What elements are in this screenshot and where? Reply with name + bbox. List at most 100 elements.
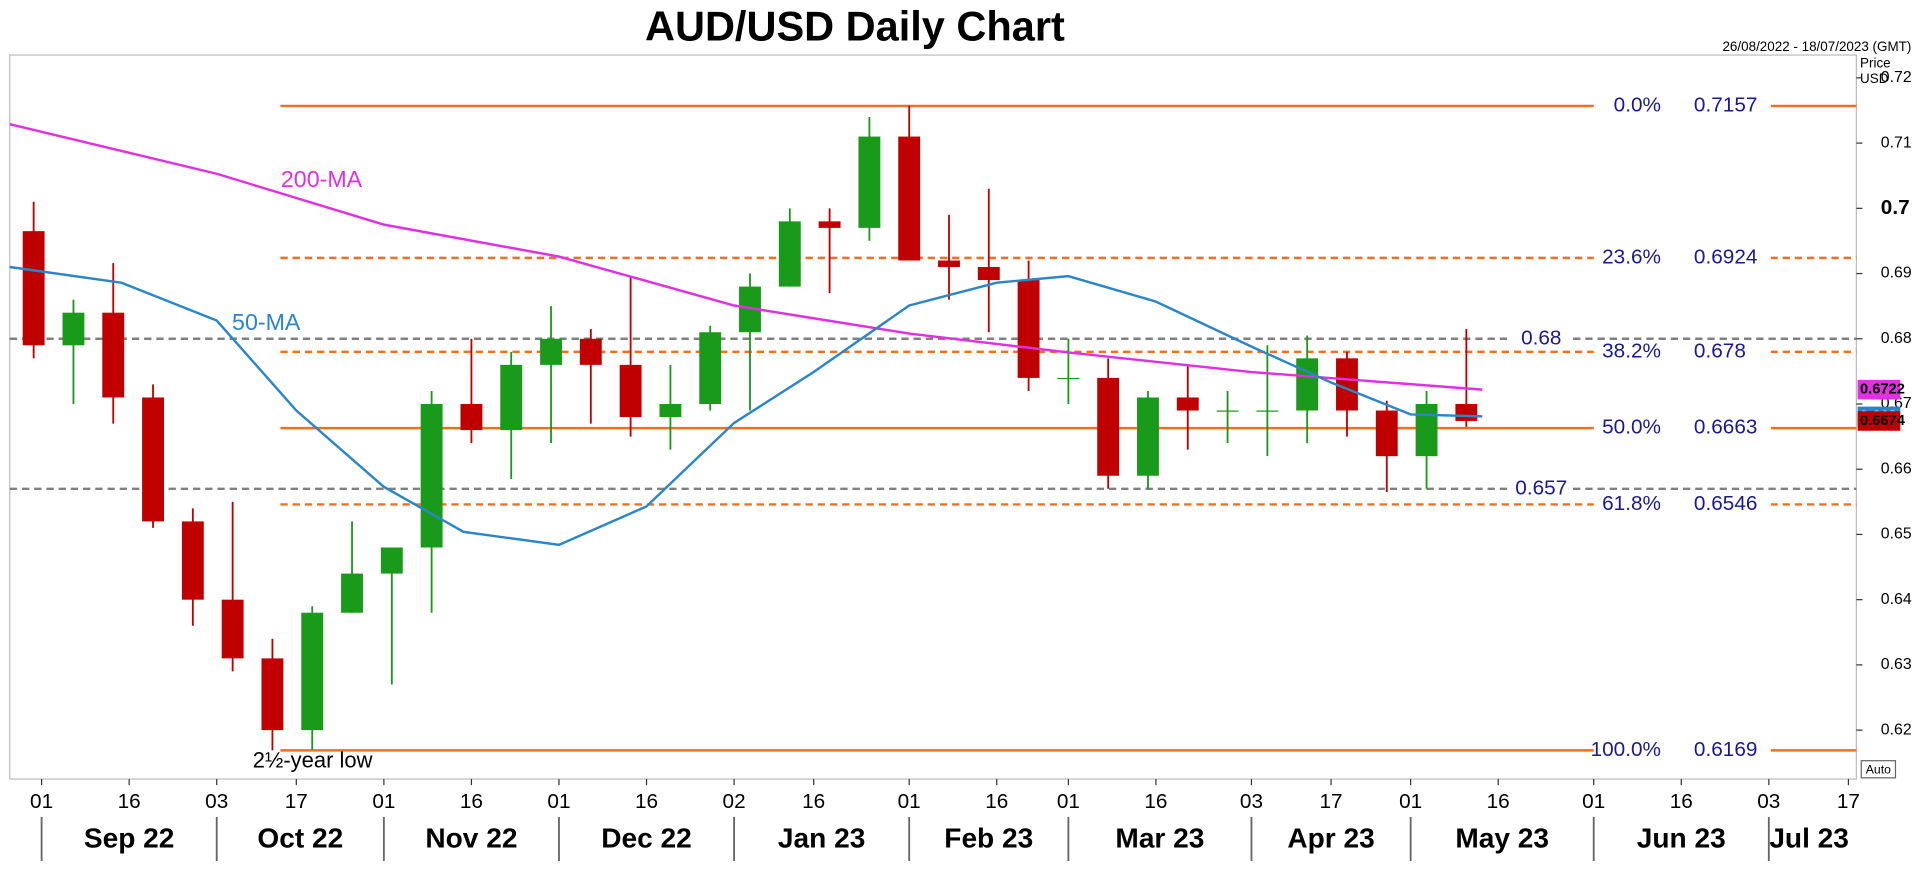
chart-content: 0.620.630.640.650.660.670.680.690.70.710… — [9, 69, 1912, 861]
marker-label: 0.68 — [1521, 326, 1561, 349]
candle-body — [22, 231, 45, 346]
fib-label-bg — [1593, 246, 1771, 269]
candle-body — [858, 136, 881, 228]
fib-pct: 38.2% — [1602, 339, 1661, 362]
candle-body — [540, 338, 562, 365]
y-tick-label: 0.63 — [1881, 656, 1912, 673]
chart-title: AUD/USD Daily Chart — [645, 2, 1065, 49]
month-label: Dec 22 — [601, 823, 692, 854]
price-tag — [1857, 379, 1901, 400]
fib-value: 0.678 — [1694, 339, 1746, 362]
x-tick-label: 01 — [1582, 790, 1605, 813]
ma-label: 200-MA — [281, 166, 363, 192]
candle-body — [898, 136, 921, 261]
x-tick-label: 01 — [372, 790, 395, 813]
x-tick-label: 17 — [1837, 790, 1860, 813]
candle-body — [659, 403, 682, 418]
y-tick-label: 0.64 — [1881, 591, 1912, 608]
y-tick-label: 0.68 — [1881, 330, 1912, 347]
y-tick-label: 0.65 — [1881, 526, 1912, 543]
fib-pct: 61.8% — [1602, 492, 1661, 515]
candle-body — [778, 221, 801, 287]
x-tick-label: 02 — [723, 790, 746, 813]
candle-body — [938, 260, 960, 268]
month-label: Jan 23 — [778, 823, 865, 854]
y-tick-label: 0.66 — [1881, 460, 1912, 477]
x-tick-label: 03 — [205, 790, 228, 813]
x-tick-label: 16 — [118, 790, 141, 813]
candle-body — [1256, 410, 1279, 412]
candle-body — [1336, 358, 1358, 411]
month-label: Oct 22 — [257, 823, 343, 854]
annotation: 2½-year low — [253, 748, 373, 773]
candle-body — [619, 364, 642, 418]
x-tick-label: 17 — [285, 790, 308, 813]
x-tick-label: 16 — [1670, 790, 1693, 813]
month-label: Mar 23 — [1115, 823, 1204, 854]
x-tick-label: 01 — [1057, 790, 1080, 813]
candle-body — [1455, 403, 1478, 421]
x-tick-label: 03 — [1240, 790, 1263, 813]
scale-mode: Auto — [1866, 763, 1891, 777]
candle-body — [1097, 377, 1120, 476]
axis-label: Price USD — [1860, 56, 1891, 87]
axis-label-box: Price USD — [1860, 56, 1891, 87]
fib-value: 0.6546 — [1694, 492, 1757, 515]
x-tick-label: 16 — [985, 790, 1008, 813]
marker-label: 0.657 — [1515, 476, 1567, 499]
marker-label-bg — [1511, 477, 1569, 500]
y-tick-label: 0.71 — [1881, 134, 1912, 151]
candle-body — [1216, 410, 1239, 412]
candle-body — [1176, 397, 1199, 411]
month-label: Feb 23 — [944, 823, 1033, 854]
candle-body — [818, 221, 841, 228]
x-tick-label: 16 — [802, 790, 825, 813]
fib-pct: 0.0% — [1614, 93, 1661, 116]
ma-line — [9, 122, 1483, 391]
x-tick-label: 16 — [1487, 790, 1510, 813]
candle-body — [500, 364, 523, 431]
fib-value: 0.6663 — [1694, 416, 1757, 439]
x-tick-label: 01 — [30, 790, 53, 813]
date-range: 26/08/2022 - 18/07/2023 (GMT) — [1722, 39, 1911, 54]
fib-label-bg — [1593, 417, 1771, 440]
candle-body — [739, 286, 761, 333]
candle-body — [301, 612, 324, 731]
x-tick-label: 01 — [547, 790, 570, 813]
candle-body — [221, 599, 244, 659]
price-tag — [1857, 411, 1901, 431]
candle-body — [1057, 377, 1080, 380]
candle-body — [1017, 280, 1040, 378]
fib-label-bg — [1593, 739, 1771, 762]
month-label: May 23 — [1455, 823, 1549, 854]
fib-value: 0.6169 — [1694, 738, 1757, 761]
y-tick-label: 0.7 — [1881, 196, 1910, 219]
fib-pct: 100.0% — [1591, 738, 1661, 761]
month-label: Nov 22 — [425, 823, 517, 854]
candle-body — [62, 312, 85, 346]
candle-body — [1137, 397, 1159, 476]
x-tick-label: 01 — [898, 790, 921, 813]
fib-value: 0.6924 — [1694, 245, 1757, 268]
y-tick-label: 0.72 — [1881, 69, 1912, 86]
fib-pct: 23.6% — [1602, 245, 1661, 268]
ma-line — [9, 265, 1483, 547]
ma-label: 50-MA — [232, 309, 301, 335]
fib-label-bg — [1593, 340, 1771, 363]
candle-body — [460, 403, 483, 431]
candle-body — [1296, 358, 1319, 411]
candle-body — [142, 397, 164, 522]
candle-body — [1415, 403, 1438, 457]
month-label: Apr 23 — [1287, 823, 1374, 854]
month-label: Jun 23 — [1637, 823, 1726, 854]
candle-body — [380, 547, 403, 574]
candle-body — [699, 332, 722, 404]
candle-body — [420, 403, 443, 548]
candle-body — [1375, 410, 1398, 457]
fib-label-bg — [1593, 94, 1771, 117]
marker-label-bg — [1511, 327, 1569, 350]
month-label: Sep 22 — [84, 823, 175, 854]
fib-value: 0.7157 — [1694, 93, 1757, 116]
